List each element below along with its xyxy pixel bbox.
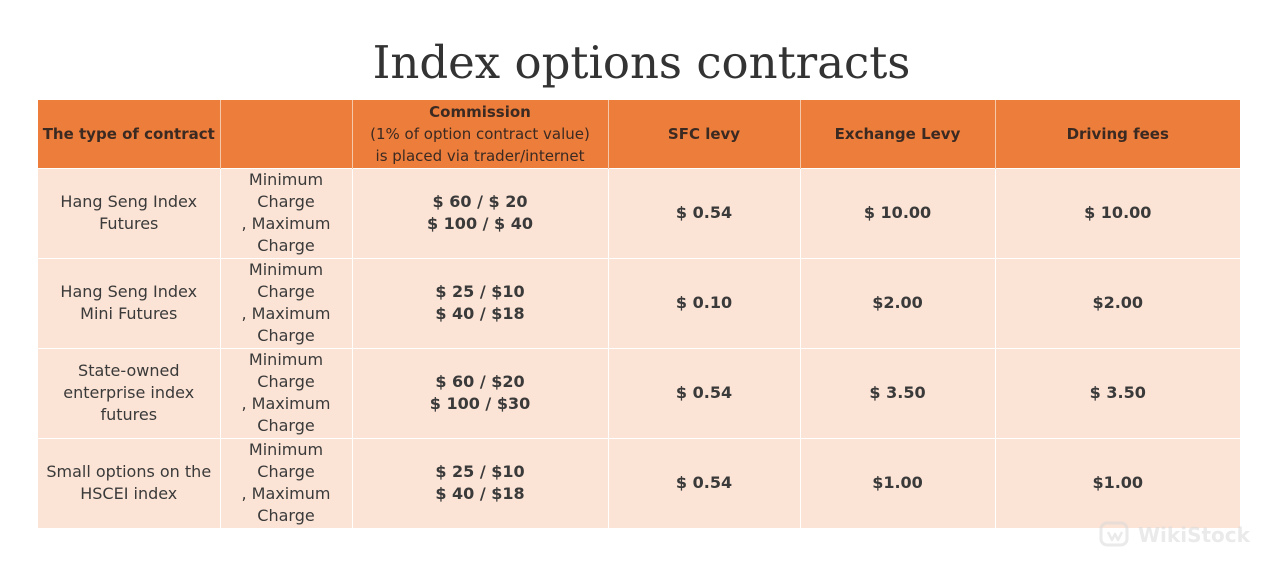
charge-kind-line: Charge [257, 416, 315, 435]
commission-min: $ 60 / $ 20 [432, 192, 528, 211]
table-header-row: The type of contract Commission (1% of o… [38, 100, 1240, 168]
charge-kind-line: Charge [257, 372, 315, 391]
charge-kind-line: Charge [257, 282, 315, 301]
commission-min: $ 25 / $10 [435, 282, 525, 301]
commission-max: $ 40 / $18 [435, 484, 525, 504]
cell-sfc-levy: $ 0.54 [608, 167, 801, 258]
commission-max: $ 100 / $ 40 [426, 214, 534, 233]
charge-kind-line: Minimum [248, 170, 324, 189]
cell-charge-kind: Minimum Charge , Maximum Charge [220, 437, 353, 528]
cell-driving-fees: $ 10.00 [995, 167, 1240, 258]
table-row: Hang Seng Index Mini Futures Minimum Cha… [38, 257, 1240, 348]
header-commission-line2: is placed via trader/internet [375, 146, 585, 165]
charge-kind-line: , Maximum [241, 214, 331, 233]
header-driving-fees: Driving fees [995, 100, 1240, 168]
header-commission: Commission (1% of option contract value)… [352, 100, 609, 168]
wikistock-logo-icon [1099, 521, 1129, 547]
page-title: Index options contracts [372, 36, 911, 89]
cell-contract: State-owned enterprise index futures [38, 347, 221, 438]
table-row: Hang Seng Index Futures Minimum Charge ,… [38, 167, 1240, 258]
cell-commission: $ 25 / $10 $ 40 / $18 [352, 437, 609, 528]
cell-driving-fees: $ 3.50 [995, 347, 1240, 438]
cell-exchange-levy: $ 10.00 [800, 167, 996, 258]
charge-kind-line: Charge [257, 462, 315, 482]
charge-kind-line: , Maximum [241, 484, 331, 504]
table-row: State-owned enterprise index futures Min… [38, 347, 1240, 438]
cell-contract: Hang Seng Index Mini Futures [38, 257, 221, 348]
charge-kind-line: Charge [257, 506, 315, 526]
cell-driving-fees: $1.00 [995, 437, 1240, 528]
charge-kind-line: Minimum [248, 350, 324, 369]
cell-driving-fees: $2.00 [995, 257, 1240, 348]
commission-min: $ 25 / $10 [435, 462, 525, 482]
watermark-text: WikiStock [1138, 523, 1250, 547]
cell-commission: $ 60 / $ 20 $ 100 / $ 40 [352, 167, 609, 258]
cell-exchange-levy: $1.00 [800, 437, 996, 528]
commission-min: $ 60 / $20 [435, 372, 525, 391]
header-charge-kind [220, 100, 353, 168]
cell-charge-kind: Minimum Charge , Maximum Charge [220, 257, 353, 348]
cell-sfc-levy: $ 0.54 [608, 347, 801, 438]
charge-kind-line: Charge [257, 236, 315, 255]
header-sfc-levy: SFC levy [608, 100, 801, 168]
header-contract-type: The type of contract [38, 100, 221, 168]
commission-max: $ 100 / $30 [429, 394, 531, 413]
charge-kind-line: Charge [257, 326, 315, 345]
commission-max: $ 40 / $18 [435, 304, 525, 323]
index-options-table: The type of contract Commission (1% of o… [38, 100, 1240, 528]
cell-contract: Small options on the HSCEI index [38, 437, 221, 528]
charge-kind-line: Charge [257, 192, 315, 211]
charge-kind-line: , Maximum [241, 304, 331, 323]
cell-exchange-levy: $2.00 [800, 257, 996, 348]
header-commission-title: Commission [429, 102, 531, 121]
charge-kind-line: , Maximum [241, 394, 331, 413]
header-exchange-levy: Exchange Levy [800, 100, 996, 168]
cell-charge-kind: Minimum Charge , Maximum Charge [220, 167, 353, 258]
header-commission-line1: (1% of option contract value) [370, 124, 590, 143]
charge-kind-line: Minimum [248, 260, 324, 279]
cell-exchange-levy: $ 3.50 [800, 347, 996, 438]
cell-sfc-levy: $ 0.54 [608, 437, 801, 528]
charge-kind-line: Minimum [248, 440, 324, 460]
cell-contract: Hang Seng Index Futures [38, 167, 221, 258]
cell-commission: $ 25 / $10 $ 40 / $18 [352, 257, 609, 348]
table-row: Small options on the HSCEI index Minimum… [38, 437, 1240, 528]
cell-commission: $ 60 / $20 $ 100 / $30 [352, 347, 609, 438]
wikistock-watermark: WikiStock [1098, 518, 1250, 552]
cell-charge-kind: Minimum Charge , Maximum Charge [220, 347, 353, 438]
cell-sfc-levy: $ 0.10 [608, 257, 801, 348]
